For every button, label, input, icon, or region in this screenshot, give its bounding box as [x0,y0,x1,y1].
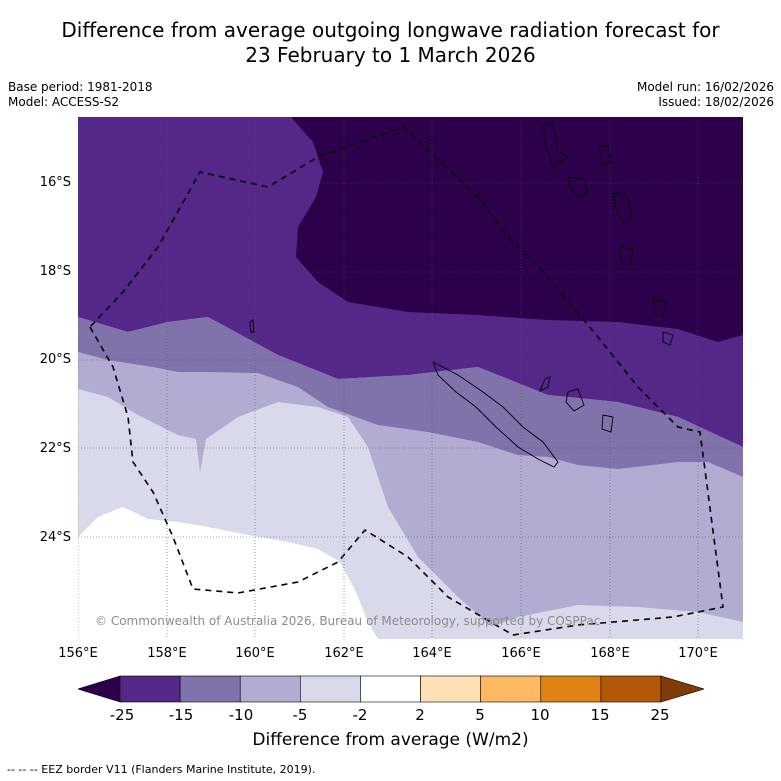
colorbar-cell [480,675,542,703]
lon-label-160e: 160°E [235,646,275,661]
colorbar-label: Difference from average (W/m2) [252,730,529,750]
meta-right: Model run: 16/02/2026 Issued: 18/02/2026 [637,80,774,110]
colorbar-cell [360,675,421,703]
lon-label-156e: 156°E [58,646,98,661]
band-minus5-minus2-east [458,605,743,639]
colorbar-tick: -5 [292,706,308,724]
map-panel[interactable] [78,117,743,639]
vanuatu-island-6 [652,298,667,318]
issued-date: Issued: 18/02/2026 [658,95,774,109]
vanuatu-island-2 [567,176,589,198]
colorbar-cell [239,675,301,703]
colorbar-tick: -10 [228,706,254,724]
vanuatu-island-3 [597,144,612,166]
lon-label-170e: 170°E [678,646,718,661]
new-caledonia-coast [432,361,559,468]
lon-label-158e: 158°E [147,646,187,661]
colorbar-tick: 5 [475,706,485,724]
colorbar-cell [600,675,662,703]
band-minus15-minus10 [78,317,743,477]
loyalty-island-1 [539,376,551,392]
model-run: Model run: 16/02/2026 [636,80,774,94]
loyalty-island-3 [601,414,614,433]
vanuatu-island-5 [619,246,634,266]
vanuatu-island-4 [612,191,634,223]
model-name: Model: ACCESS-S2 [8,95,120,109]
lon-label-162e: 162°E [324,646,364,661]
colorbar-tick: -25 [109,706,135,724]
colorbar-cell [119,675,181,703]
title-line-1: Difference from average outgoing longwav… [61,18,720,42]
lon-label-166e: 166°E [501,646,541,661]
coastlines [249,121,674,468]
vanuatu-island-7 [662,331,674,346]
vanuatu-island-1 [542,121,569,168]
copyright-notice: © Commonwealth of Australia 2026, Bureau… [95,614,601,628]
colorbar-extend-low [78,675,121,703]
eez-legend-note: -- -- -- EEZ border V11 (Flanders Marine… [7,763,316,776]
colorbar-tick: 15 [590,706,610,724]
lat-label-22s: 22°S [39,441,71,456]
colorbar-tick: 2 [415,706,425,724]
colorbar-extend-high [660,675,704,703]
band-minus2-2 [78,507,378,639]
lat-label-20s: 20°S [39,352,71,367]
lon-label-164e: 164°E [412,646,452,661]
colorbar-tick: 10 [530,706,550,724]
lat-label-18s: 18°S [39,264,71,279]
map-svg [78,117,743,639]
band-below-minus25 [291,117,743,342]
lat-label-16s: 16°S [39,175,71,190]
colorbar-tick: 25 [650,706,670,724]
colorbar-tick: -15 [168,706,194,724]
loyalty-island-2 [565,388,585,412]
colorbar-cell [420,675,481,703]
colorbar-cell [179,675,241,703]
map-title: Difference from average outgoing longwav… [0,18,781,68]
colorbar-tick: -2 [352,706,368,724]
title-line-2: 23 February to 1 March 2026 [245,43,536,67]
lon-label-168e: 168°E [590,646,630,661]
colorbar-cell [540,675,602,703]
small-island [249,319,255,333]
colorbar [78,675,704,703]
meta-left: Base period: 1981-2018 Model: ACCESS-S2 [8,80,153,110]
graticule [78,117,743,639]
colorbar-cell [300,675,361,703]
base-period: Base period: 1981-2018 [8,80,153,94]
lat-label-24s: 24°S [39,530,71,545]
